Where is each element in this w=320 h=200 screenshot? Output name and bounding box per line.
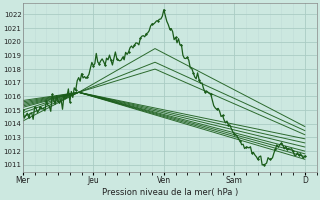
X-axis label: Pression niveau de la mer( hPa ): Pression niveau de la mer( hPa ) — [101, 188, 238, 197]
